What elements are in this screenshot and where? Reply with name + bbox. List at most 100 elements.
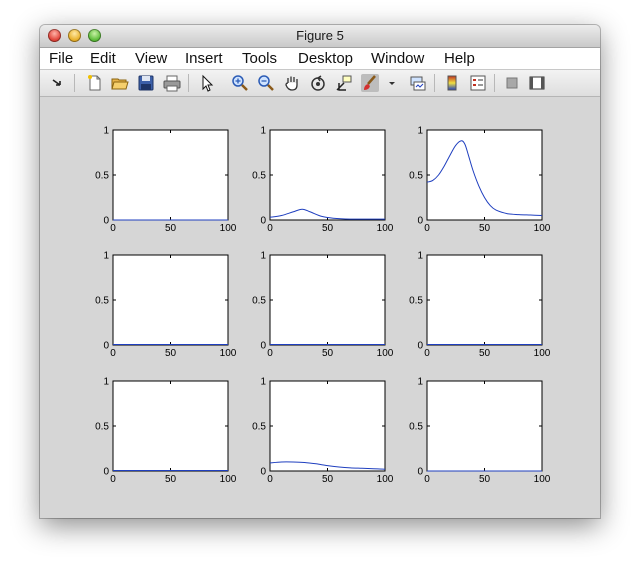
x-tick-label: 100 bbox=[377, 474, 394, 485]
x-tick-label: 50 bbox=[322, 474, 334, 485]
y-tick-label: 1 bbox=[417, 377, 423, 388]
menu-help[interactable]: Help bbox=[444, 50, 475, 67]
y-tick-label: 1 bbox=[417, 126, 423, 137]
subplot-7: 0 50 100 0 0.5 1 bbox=[95, 377, 237, 486]
y-tick-label: 0 bbox=[260, 341, 266, 352]
zoom-button[interactable] bbox=[88, 29, 101, 42]
menu-desktop[interactable]: Desktop bbox=[298, 50, 354, 67]
y-tick-label: 1 bbox=[103, 251, 109, 262]
new-figure-icon[interactable] bbox=[86, 74, 104, 92]
zoom-out-icon[interactable] bbox=[257, 74, 275, 92]
x-tick-label: 50 bbox=[165, 348, 177, 359]
axes-box bbox=[112, 254, 229, 346]
dock-arrow-icon[interactable] bbox=[48, 74, 66, 92]
print-icon[interactable] bbox=[163, 74, 181, 92]
y-tick-label: 0.5 bbox=[95, 171, 109, 182]
hide-plot-tools-icon[interactable] bbox=[503, 74, 521, 92]
x-tick-label: 100 bbox=[220, 348, 237, 359]
axes-box bbox=[426, 129, 543, 221]
minimize-button[interactable] bbox=[68, 29, 81, 42]
figure-canvas: 0 50 100 0 0.5 1 0 50 100 0 0.5 1 0 50 100 0 0.5 1 0 50 100 0… bbox=[40, 97, 600, 518]
menu-bar: File Edit View Insert Tools Desktop Wind… bbox=[40, 48, 600, 70]
menu-file[interactable]: File bbox=[49, 50, 74, 67]
x-tick-label: 100 bbox=[534, 474, 551, 485]
x-tick-label: 100 bbox=[377, 348, 394, 359]
x-tick-label: 0 bbox=[424, 348, 430, 359]
rotate-3d-icon[interactable] bbox=[309, 74, 327, 92]
open-file-icon[interactable] bbox=[111, 74, 129, 92]
x-tick-label: 0 bbox=[110, 474, 116, 485]
x-tick-label: 50 bbox=[479, 348, 491, 359]
close-button[interactable] bbox=[48, 29, 61, 42]
y-tick-label: 0 bbox=[260, 467, 266, 478]
x-tick-label: 0 bbox=[110, 223, 116, 234]
x-tick-label: 0 bbox=[110, 348, 116, 359]
pointer-icon[interactable] bbox=[198, 74, 216, 92]
y-tick-label: 1 bbox=[417, 251, 423, 262]
menu-window[interactable]: Window bbox=[371, 50, 425, 67]
x-tick-label: 100 bbox=[534, 348, 551, 359]
x-tick-label: 50 bbox=[322, 348, 334, 359]
axes-box bbox=[269, 129, 386, 221]
subplot-6: 0 50 100 0 0.5 1 bbox=[409, 251, 551, 360]
title-bar[interactable]: Figure 5 bbox=[40, 25, 600, 48]
window-title: Figure 5 bbox=[296, 28, 344, 43]
y-tick-label: 0.5 bbox=[409, 422, 423, 433]
x-tick-label: 0 bbox=[424, 474, 430, 485]
colorbar-icon[interactable] bbox=[443, 74, 461, 92]
y-tick-label: 0 bbox=[103, 467, 109, 478]
y-tick-label: 0 bbox=[417, 341, 423, 352]
x-tick-label: 100 bbox=[220, 223, 237, 234]
subplot-4: 0 50 100 0 0.5 1 bbox=[95, 251, 237, 360]
subplot-9: 0 50 100 0 0.5 1 bbox=[409, 377, 551, 486]
y-tick-label: 1 bbox=[103, 377, 109, 388]
y-tick-label: 1 bbox=[260, 126, 266, 137]
y-tick-label: 0 bbox=[417, 467, 423, 478]
menu-insert[interactable]: Insert bbox=[185, 50, 223, 67]
x-tick-label: 0 bbox=[267, 223, 273, 234]
subplot-2: 0 50 100 0 0.5 1 bbox=[252, 126, 394, 235]
subplot-3: 0 50 100 0 0.5 1 bbox=[409, 126, 551, 235]
save-icon[interactable] bbox=[137, 74, 155, 92]
y-tick-label: 0 bbox=[417, 216, 423, 227]
menu-view[interactable]: View bbox=[135, 50, 168, 67]
y-tick-label: 1 bbox=[260, 377, 266, 388]
x-tick-label: 100 bbox=[534, 223, 551, 234]
y-tick-label: 1 bbox=[260, 251, 266, 262]
y-tick-label: 0 bbox=[103, 341, 109, 352]
show-plot-tools-icon[interactable] bbox=[528, 74, 546, 92]
x-tick-label: 100 bbox=[377, 223, 394, 234]
x-tick-label: 50 bbox=[165, 474, 177, 485]
x-tick-label: 0 bbox=[267, 348, 273, 359]
brush-icon[interactable] bbox=[361, 74, 379, 92]
zoom-in-icon[interactable] bbox=[231, 74, 249, 92]
menu-edit[interactable]: Edit bbox=[90, 50, 116, 67]
axes-box bbox=[269, 380, 386, 472]
axes-box bbox=[112, 129, 229, 221]
x-tick-label: 50 bbox=[479, 474, 491, 485]
figure-toolbar bbox=[40, 70, 600, 97]
axes-box bbox=[269, 254, 386, 346]
axes-box bbox=[426, 254, 543, 346]
subplot-5: 0 50 100 0 0.5 1 bbox=[252, 251, 394, 360]
y-tick-label: 0.5 bbox=[252, 422, 266, 433]
legend-icon[interactable] bbox=[469, 74, 487, 92]
series-line bbox=[269, 461, 386, 470]
menu-tools[interactable]: Tools bbox=[242, 50, 278, 67]
link-plot-icon[interactable] bbox=[409, 74, 427, 92]
x-tick-label: 0 bbox=[424, 223, 430, 234]
subplot-1: 0 50 100 0 0.5 1 bbox=[95, 126, 237, 235]
axes-box bbox=[112, 380, 229, 472]
y-tick-label: 0.5 bbox=[409, 296, 423, 307]
y-tick-label: 0.5 bbox=[252, 296, 266, 307]
x-tick-label: 50 bbox=[165, 223, 177, 234]
pan-hand-icon[interactable] bbox=[283, 74, 301, 92]
series-line bbox=[269, 208, 385, 220]
axes-box bbox=[426, 380, 543, 472]
brush-dropdown-icon[interactable] bbox=[383, 74, 395, 92]
x-tick-label: 100 bbox=[220, 474, 237, 485]
y-tick-label: 0 bbox=[103, 216, 109, 227]
y-tick-label: 0.5 bbox=[95, 422, 109, 433]
data-cursor-icon[interactable] bbox=[335, 74, 353, 92]
